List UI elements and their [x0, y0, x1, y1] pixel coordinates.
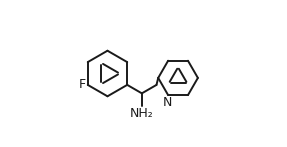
Text: NH₂: NH₂ — [130, 107, 154, 120]
Text: N: N — [163, 96, 172, 109]
Text: F: F — [79, 78, 86, 91]
